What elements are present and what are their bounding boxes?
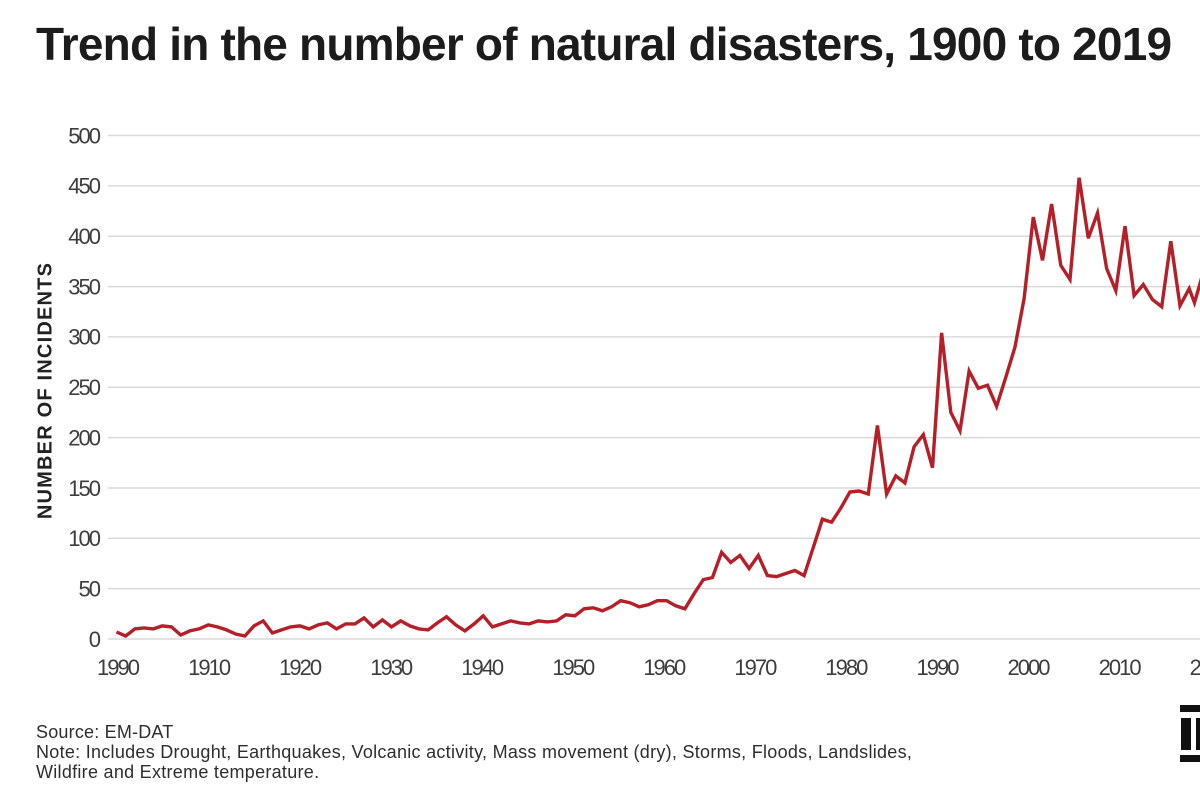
svg-text:300: 300 <box>68 325 100 350</box>
svg-text:1990: 1990 <box>97 655 140 680</box>
svg-text:350: 350 <box>68 274 100 299</box>
svg-text:1980: 1980 <box>825 655 868 680</box>
svg-text:450: 450 <box>68 174 100 199</box>
svg-text:400: 400 <box>68 224 100 249</box>
svg-text:1930: 1930 <box>370 655 413 680</box>
svg-text:250: 250 <box>68 375 100 400</box>
svg-text:2000: 2000 <box>1008 655 1051 680</box>
svg-text:0: 0 <box>89 627 101 652</box>
svg-text:2010: 2010 <box>1099 655 1142 680</box>
svg-text:1920: 1920 <box>279 655 322 680</box>
svg-text:2020: 2020 <box>1190 655 1200 680</box>
svg-text:1940: 1940 <box>461 655 504 680</box>
svg-text:150: 150 <box>68 476 100 501</box>
svg-text:1950: 1950 <box>552 655 595 680</box>
svg-text:500: 500 <box>68 123 100 148</box>
svg-text:1990: 1990 <box>917 655 960 680</box>
svg-text:200: 200 <box>68 425 100 450</box>
svg-text:1910: 1910 <box>188 655 231 680</box>
svg-text:50: 50 <box>79 576 101 601</box>
svg-text:1970: 1970 <box>734 655 777 680</box>
svg-text:1960: 1960 <box>643 655 686 680</box>
svg-text:100: 100 <box>68 526 100 551</box>
